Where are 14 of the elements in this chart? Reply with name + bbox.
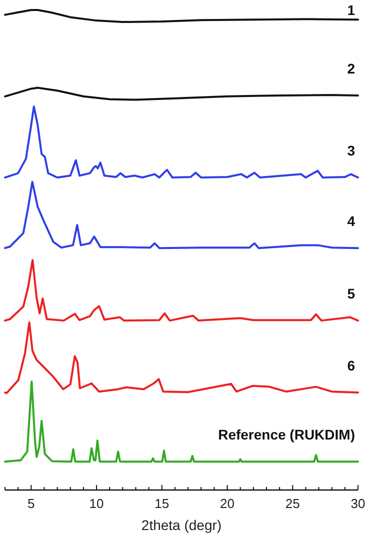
x-tick-label: 15 [154, 496, 170, 511]
x-axis-title: 2theta (degr) [141, 517, 222, 533]
series-label: 5 [347, 286, 356, 302]
series-label: 4 [347, 213, 356, 230]
x-tick-label: 30 [350, 496, 366, 511]
x-tick-label: 20 [220, 496, 234, 511]
series-label: Reference (RUKDIM) [218, 426, 355, 443]
x-tick-label: 10 [89, 496, 104, 511]
series-label: 1 [347, 2, 356, 18]
x-tick-label: 5 [28, 496, 35, 511]
series-label: 2 [347, 60, 356, 76]
series-label: 3 [347, 142, 356, 159]
series-label: 6 [347, 358, 356, 374]
x-tick-label: 25 [285, 496, 300, 511]
